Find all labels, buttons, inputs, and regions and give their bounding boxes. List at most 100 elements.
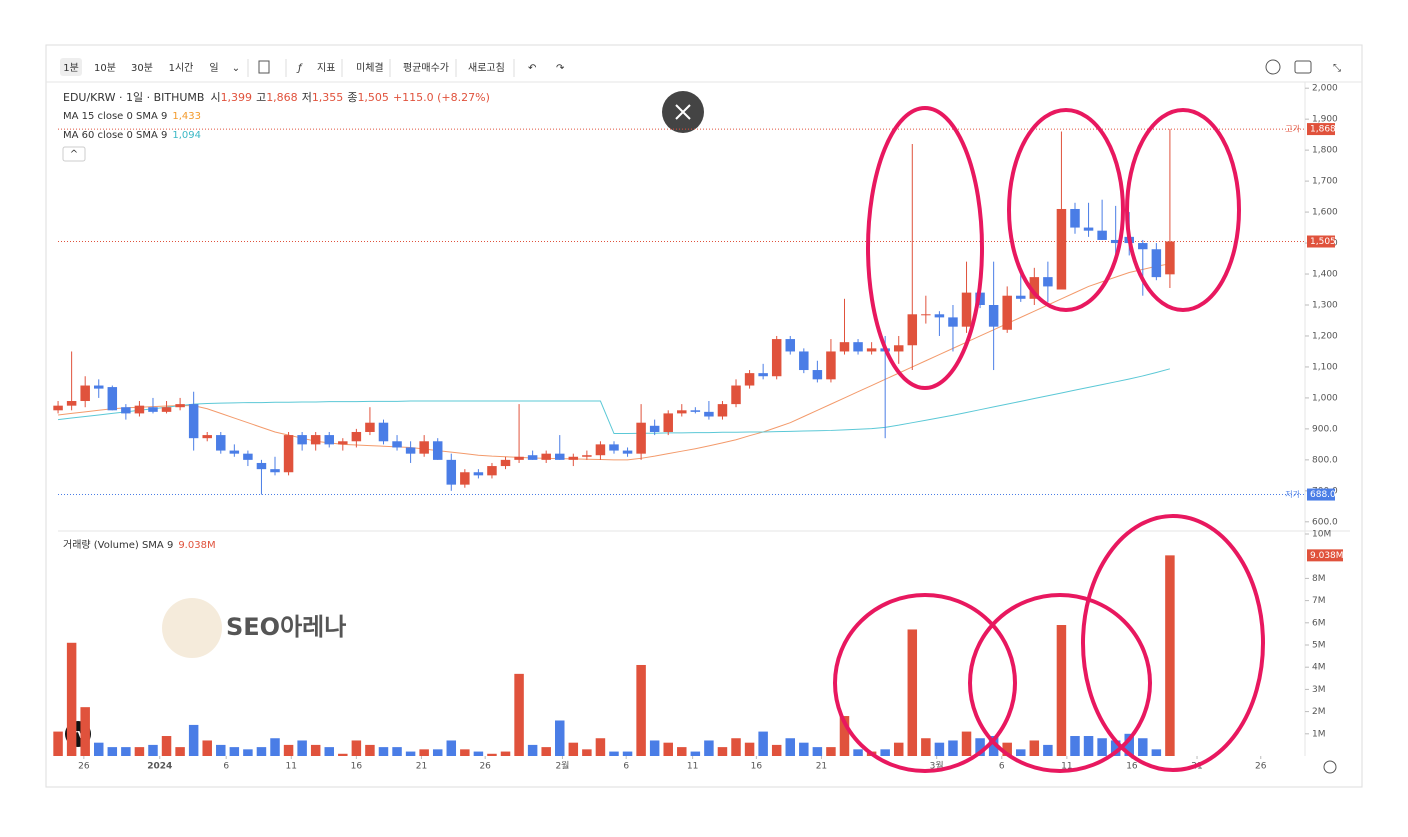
volume-bar bbox=[405, 751, 416, 756]
y-tick-label: 8M bbox=[1312, 574, 1326, 584]
legend: EDU/KRW · 1일 · BITHUMB 시1,399 고1,868 저1,355… bbox=[63, 90, 490, 104]
low-badge-text: 688.0 bbox=[1310, 490, 1336, 500]
x-tick-label: 16 bbox=[1126, 762, 1138, 772]
volume-bar bbox=[297, 740, 307, 756]
camera-icon[interactable] bbox=[1294, 60, 1312, 74]
interval-button[interactable]: 1분 bbox=[63, 62, 79, 74]
tv-logo-text: TV bbox=[71, 730, 86, 741]
volume-bar bbox=[907, 629, 918, 756]
ma-name: MA 60 close 0 SMA 9 bbox=[63, 130, 167, 141]
candle-body bbox=[514, 456, 524, 460]
interval-button[interactable]: 10분 bbox=[94, 62, 116, 74]
volume-bar bbox=[53, 731, 63, 756]
high-line-label: 고가 bbox=[1285, 125, 1300, 134]
collapse-button[interactable] bbox=[62, 146, 86, 162]
high-badge-text: 1,868 bbox=[1310, 125, 1336, 135]
close-badge-text: 1,505 bbox=[1310, 237, 1336, 247]
volume-bar bbox=[622, 751, 633, 756]
x-tick-label: 6 bbox=[999, 762, 1005, 772]
annotation-circle bbox=[1125, 108, 1241, 312]
candle-body bbox=[527, 455, 538, 460]
candle-body bbox=[256, 462, 267, 470]
fx-icon[interactable]: ƒ bbox=[296, 63, 303, 74]
volume-bar bbox=[704, 740, 714, 756]
x-tick-label: 26 bbox=[1255, 762, 1267, 772]
toolbar-button[interactable]: 미체결 bbox=[356, 62, 384, 74]
interval-button[interactable]: 일 bbox=[209, 62, 218, 74]
undo-icon[interactable]: ↶ bbox=[528, 63, 536, 74]
ma-value: 1,433 bbox=[172, 111, 201, 122]
volume-bar bbox=[188, 724, 199, 756]
candle-body bbox=[541, 453, 551, 460]
candle-body bbox=[636, 422, 646, 454]
volume-bar bbox=[785, 738, 796, 756]
volume-bar bbox=[541, 747, 551, 756]
annotation-circle bbox=[833, 593, 1017, 773]
volume-bar bbox=[677, 747, 687, 756]
x-tick-label: 2024 bbox=[147, 762, 172, 772]
annotation-circle bbox=[1081, 514, 1265, 772]
frame bbox=[45, 44, 1363, 788]
volume-bar bbox=[80, 707, 90, 756]
volume-bar bbox=[432, 749, 443, 756]
fullscreen-icon[interactable]: ⤡ bbox=[1333, 63, 1341, 74]
candle-body bbox=[432, 441, 443, 460]
volume-bar bbox=[338, 753, 348, 756]
ohlc-key: 시 bbox=[210, 91, 220, 104]
candle-body bbox=[663, 413, 673, 432]
x-tick-label: 2월 bbox=[555, 760, 569, 772]
candle-body bbox=[351, 431, 362, 442]
volume-bar bbox=[690, 751, 701, 756]
active-interval-bg bbox=[60, 58, 82, 76]
interval-button[interactable]: 30분 bbox=[131, 62, 153, 74]
settings-small-icon[interactable] bbox=[1323, 760, 1337, 774]
candle-body bbox=[365, 422, 375, 432]
volume-bar bbox=[1165, 555, 1175, 756]
ma-legend: MA 15 close 0 SMA 9 1,433 bbox=[63, 111, 201, 122]
candle-body bbox=[839, 342, 850, 352]
volume-bar bbox=[93, 742, 104, 756]
volume-bar bbox=[826, 747, 836, 756]
y-tick-label: 800.0 bbox=[1312, 455, 1338, 465]
candle-body bbox=[555, 453, 565, 460]
settings-icon[interactable] bbox=[1265, 59, 1281, 75]
x-tick-label: 26 bbox=[78, 762, 90, 772]
volume-name: 거래량 (Volume) SMA 9 bbox=[63, 539, 173, 551]
volume-bar bbox=[609, 751, 619, 756]
toolbar-button[interactable]: 새로고침 bbox=[468, 62, 505, 74]
ma-line bbox=[58, 368, 1171, 435]
volume-bar bbox=[921, 738, 931, 756]
volume-bar bbox=[1002, 742, 1012, 756]
volume-bar bbox=[500, 751, 511, 756]
volume-bar bbox=[283, 744, 294, 756]
toolbar-button[interactable]: 지표 bbox=[317, 62, 335, 74]
candle-body bbox=[134, 405, 145, 414]
y-tick-label: 1,900 bbox=[1312, 115, 1338, 125]
volume-legend: 거래량 (Volume) SMA 9 9.038M bbox=[63, 539, 216, 551]
x-tick-label: 16 bbox=[351, 762, 363, 772]
volume-bar bbox=[419, 749, 429, 756]
toolbar: 1분 10분 30분 1시간 일 ⌄ 지표 미체결 평균매수가 새로고침 bbox=[63, 59, 515, 77]
volume-bar bbox=[256, 747, 267, 756]
candle-body bbox=[1016, 295, 1026, 299]
toolbar-button[interactable]: 평균매수가 bbox=[403, 62, 449, 74]
redo-icon[interactable]: ↷ bbox=[556, 63, 565, 74]
dropdown: ⌄ bbox=[232, 63, 240, 74]
candle-body bbox=[812, 370, 823, 380]
volume-bar bbox=[948, 740, 958, 756]
volume-bar bbox=[1056, 625, 1067, 756]
x-tick-label: 11 bbox=[687, 762, 698, 772]
candle-body bbox=[107, 387, 118, 411]
collapse-icon: ^ bbox=[70, 149, 78, 160]
interval-button[interactable]: 1시간 bbox=[169, 62, 194, 74]
candle-body bbox=[921, 314, 931, 316]
x-tick-label: 6 bbox=[223, 762, 229, 772]
ma-value: 1,094 bbox=[172, 130, 201, 141]
candle-icon[interactable] bbox=[258, 60, 270, 74]
volume-bar bbox=[975, 738, 985, 756]
y-tick-label: 900.0 bbox=[1312, 424, 1338, 434]
volume-bar bbox=[473, 751, 484, 756]
candle-body bbox=[310, 435, 321, 445]
candle-body bbox=[460, 472, 470, 485]
